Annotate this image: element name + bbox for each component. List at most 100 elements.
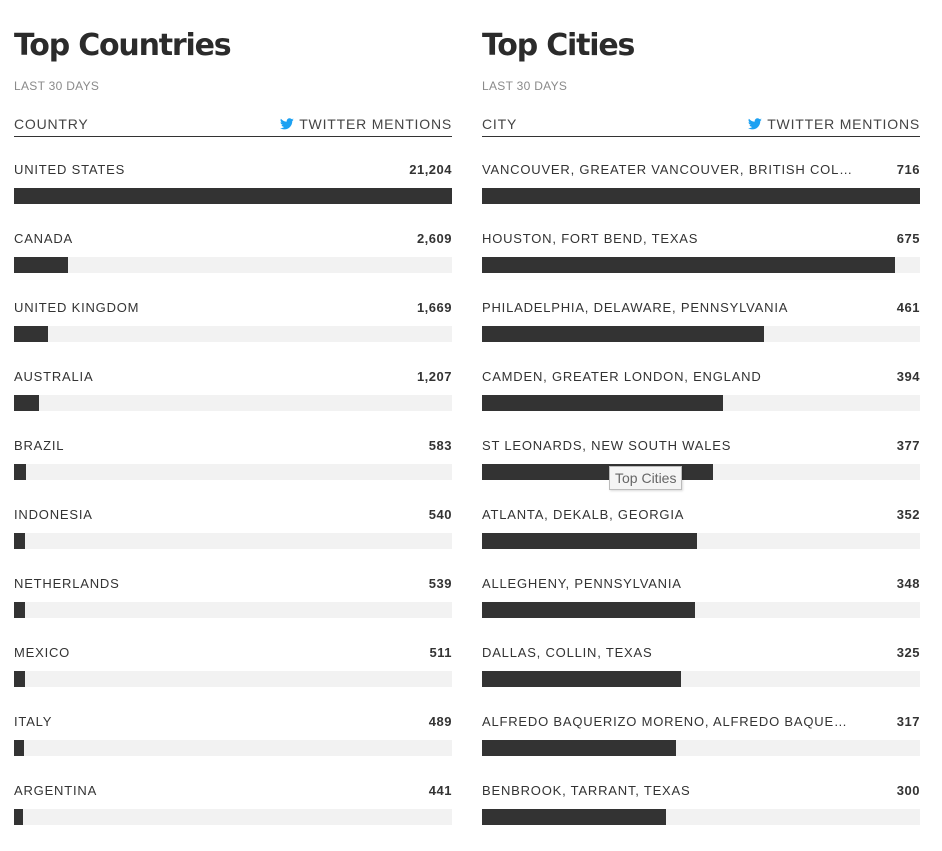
panel-title: Top Countries: [14, 28, 232, 63]
bar-track: [14, 602, 452, 618]
city-name: HOUSTON, FORT BEND, TEXAS: [482, 231, 699, 246]
mention-count: 540: [428, 507, 452, 522]
city-row[interactable]: ATLANTA, DEKALB, GEORGIA 352: [482, 506, 920, 575]
country-row-header: MEXICO 511: [14, 644, 452, 662]
city-list: VANCOUVER, GREATER VANCOUVER, BRITISH CO…: [482, 161, 920, 851]
city-row[interactable]: ALLEGHENY, PENNSYLVANIA 348: [482, 575, 920, 644]
city-row[interactable]: ALFREDO BAQUERIZO MORENO, ALFREDO BAQUER…: [482, 713, 920, 782]
column-header: COUNTRY TWITTER MENTIONS: [14, 116, 452, 137]
city-name: ST LEONARDS, NEW SOUTH WALES: [482, 438, 732, 453]
country-name: UNITED KINGDOM: [14, 300, 140, 315]
bar-track: [482, 740, 920, 756]
mention-count: 2,609: [416, 231, 452, 246]
mention-count: 489: [428, 714, 452, 729]
bar-fill: [14, 740, 25, 756]
mention-count: 317: [896, 714, 920, 729]
city-row-header: HOUSTON, FORT BEND, TEXAS 675: [482, 230, 920, 248]
country-row-header: CANADA 2,609: [14, 230, 452, 248]
twitter-bird-icon: [280, 118, 294, 130]
city-row[interactable]: PHILADELPHIA, DELAWARE, PENNSYLVANIA 461: [482, 299, 920, 368]
city-name: ALLEGHENY, PENNSYLVANIA: [482, 576, 682, 591]
city-row-header: DALLAS, COLLIN, TEXAS 325: [482, 644, 920, 662]
country-name: CANADA: [14, 231, 73, 246]
bar-track: [14, 257, 452, 273]
bar-fill: [14, 671, 25, 687]
bar-fill: [14, 326, 49, 342]
city-row-header: ALFREDO BAQUERIZO MORENO, ALFREDO BAQUER…: [482, 713, 920, 731]
bar-track: [14, 395, 452, 411]
bar-track: [482, 809, 920, 825]
city-name: ATLANTA, DEKALB, GEORGIA: [482, 507, 685, 522]
city-row-header: ATLANTA, DEKALB, GEORGIA 352: [482, 506, 920, 524]
bar-track: [14, 326, 452, 342]
column-header-mentions-label: TWITTER MENTIONS: [299, 116, 452, 132]
bar-track: [14, 671, 452, 687]
bar-fill: [482, 257, 895, 273]
panel-title: Top Cities: [482, 28, 635, 63]
country-row[interactable]: ITALY 489: [14, 713, 452, 782]
country-row[interactable]: UNITED KINGDOM 1,669: [14, 299, 452, 368]
bar-fill: [482, 602, 695, 618]
country-row[interactable]: INDONESIA 540: [14, 506, 452, 575]
bar-fill: [482, 671, 681, 687]
city-row[interactable]: HOUSTON, FORT BEND, TEXAS 675: [482, 230, 920, 299]
mention-count: 325: [896, 645, 920, 660]
bar-fill: [14, 533, 26, 549]
city-name: CAMDEN, GREATER LONDON, ENGLAND: [482, 369, 762, 384]
city-row[interactable]: ST LEONARDS, NEW SOUTH WALES 377: [482, 437, 920, 506]
bar-track: [14, 188, 452, 204]
country-name: UNITED STATES: [14, 162, 126, 177]
mention-count: 394: [896, 369, 920, 384]
city-row[interactable]: BENBROOK, TARRANT, TEXAS 300: [482, 782, 920, 851]
bar-fill: [482, 326, 764, 342]
bar-fill: [14, 188, 452, 204]
period-label: LAST 30 DAYS: [482, 79, 568, 93]
bar-fill: [14, 464, 27, 480]
country-row[interactable]: CANADA 2,609: [14, 230, 452, 299]
mention-count: 352: [896, 507, 920, 522]
mention-count: 377: [896, 438, 920, 453]
mention-count: 21,204: [409, 162, 452, 177]
bar-fill: [482, 740, 676, 756]
country-row[interactable]: BRAZIL 583: [14, 437, 452, 506]
bar-fill: [482, 809, 666, 825]
column-header: CITY TWITTER MENTIONS: [482, 116, 920, 137]
bar-fill: [14, 602, 26, 618]
city-row-header: ALLEGHENY, PENNSYLVANIA 348: [482, 575, 920, 593]
city-row-header: CAMDEN, GREATER LONDON, ENGLAND 394: [482, 368, 920, 386]
city-row[interactable]: VANCOUVER, GREATER VANCOUVER, BRITISH CO…: [482, 161, 920, 230]
country-row-header: AUSTRALIA 1,207: [14, 368, 452, 386]
city-row-header: ST LEONARDS, NEW SOUTH WALES 377: [482, 437, 920, 455]
period-label: LAST 30 DAYS: [14, 79, 100, 93]
mention-count: 539: [428, 576, 452, 591]
city-row-header: BENBROOK, TARRANT, TEXAS 300: [482, 782, 920, 800]
city-row[interactable]: DALLAS, COLLIN, TEXAS 325: [482, 644, 920, 713]
mention-count: 461: [896, 300, 920, 315]
bar-fill: [482, 188, 920, 204]
city-row-header: VANCOUVER, GREATER VANCOUVER, BRITISH CO…: [482, 161, 920, 179]
bar-fill: [14, 809, 24, 825]
mention-count: 716: [896, 162, 920, 177]
bar-track: [14, 740, 452, 756]
country-row[interactable]: NETHERLANDS 539: [14, 575, 452, 644]
country-row-header: UNITED STATES 21,204: [14, 161, 452, 179]
country-row[interactable]: ARGENTINA 441: [14, 782, 452, 851]
country-row[interactable]: AUSTRALIA 1,207: [14, 368, 452, 437]
bar-track: [482, 602, 920, 618]
country-name: AUSTRALIA: [14, 369, 94, 384]
column-header-country: COUNTRY: [14, 116, 89, 132]
city-row-header: PHILADELPHIA, DELAWARE, PENNSYLVANIA 461: [482, 299, 920, 317]
city-row[interactable]: CAMDEN, GREATER LONDON, ENGLAND 394: [482, 368, 920, 437]
column-header-mentions-label: TWITTER MENTIONS: [767, 116, 920, 132]
city-name: ALFREDO BAQUERIZO MORENO, ALFREDO BAQUER…: [482, 714, 857, 729]
mention-count: 675: [896, 231, 920, 246]
bar-track: [482, 464, 920, 480]
mention-count: 1,207: [416, 369, 452, 384]
country-row[interactable]: UNITED STATES 21,204: [14, 161, 452, 230]
city-name: PHILADELPHIA, DELAWARE, PENNSYLVANIA: [482, 300, 789, 315]
column-header-mentions: TWITTER MENTIONS: [280, 116, 452, 132]
country-row[interactable]: MEXICO 511: [14, 644, 452, 713]
bar-track: [482, 671, 920, 687]
country-name: INDONESIA: [14, 507, 93, 522]
top-cities-panel: Top Cities LAST 30 DAYS CITY TWITTER MEN…: [482, 26, 920, 851]
